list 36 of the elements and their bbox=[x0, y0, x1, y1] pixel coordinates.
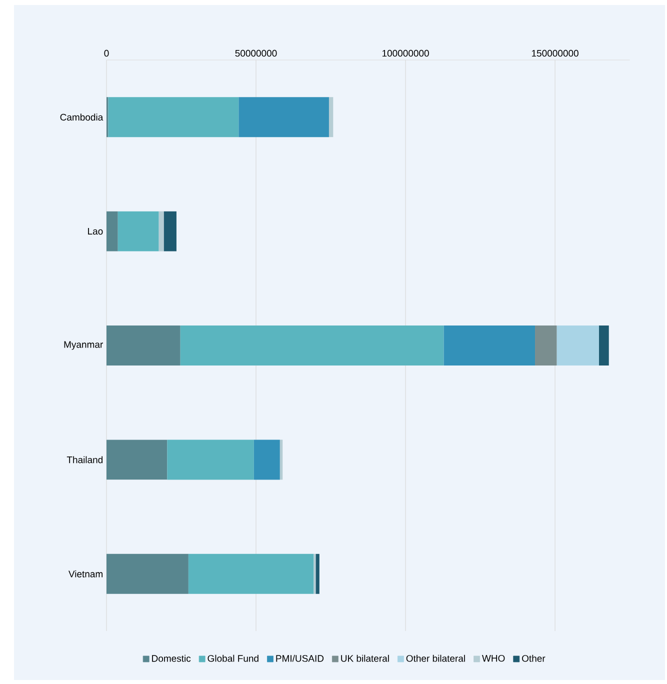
bar bbox=[556, 326, 599, 366]
y-tick-label: Thailand bbox=[66, 456, 103, 464]
bar bbox=[599, 326, 609, 366]
y-tick-label: Vietnam bbox=[68, 570, 103, 578]
bar bbox=[535, 326, 557, 366]
bar bbox=[106, 326, 180, 366]
bar bbox=[444, 326, 536, 366]
x-tick-label: 0 bbox=[104, 50, 109, 57]
bar bbox=[280, 440, 283, 480]
legend-label: Global Fund bbox=[208, 654, 258, 662]
bar bbox=[164, 211, 176, 252]
legend-label: Domestic bbox=[152, 654, 191, 662]
legend-label: PMI/USAID bbox=[276, 654, 324, 662]
y-tick-label: Lao bbox=[88, 228, 103, 235]
x-tick-label: 150000000 bbox=[532, 50, 578, 57]
x-tick-label: 100000000 bbox=[382, 50, 429, 57]
bar bbox=[167, 440, 254, 480]
bar bbox=[238, 97, 329, 138]
bar bbox=[106, 440, 168, 480]
bar bbox=[106, 211, 118, 252]
bar bbox=[118, 211, 159, 252]
legend-label: Other bilateral bbox=[406, 654, 465, 662]
legend-label: Other bbox=[522, 654, 546, 662]
bar bbox=[106, 554, 188, 594]
bar bbox=[328, 97, 334, 138]
bar bbox=[108, 97, 239, 138]
y-tick-label: Myanmar bbox=[64, 341, 103, 350]
bar bbox=[254, 440, 280, 480]
y-tick-label: Cambodia bbox=[60, 114, 104, 121]
legend-label: UK bilateral bbox=[341, 654, 389, 662]
bar bbox=[180, 326, 444, 366]
legend-label: WHO bbox=[482, 654, 505, 662]
bar bbox=[316, 554, 320, 594]
bar bbox=[188, 554, 314, 594]
bar bbox=[158, 211, 164, 252]
x-tick-label: 50000000 bbox=[235, 50, 277, 57]
